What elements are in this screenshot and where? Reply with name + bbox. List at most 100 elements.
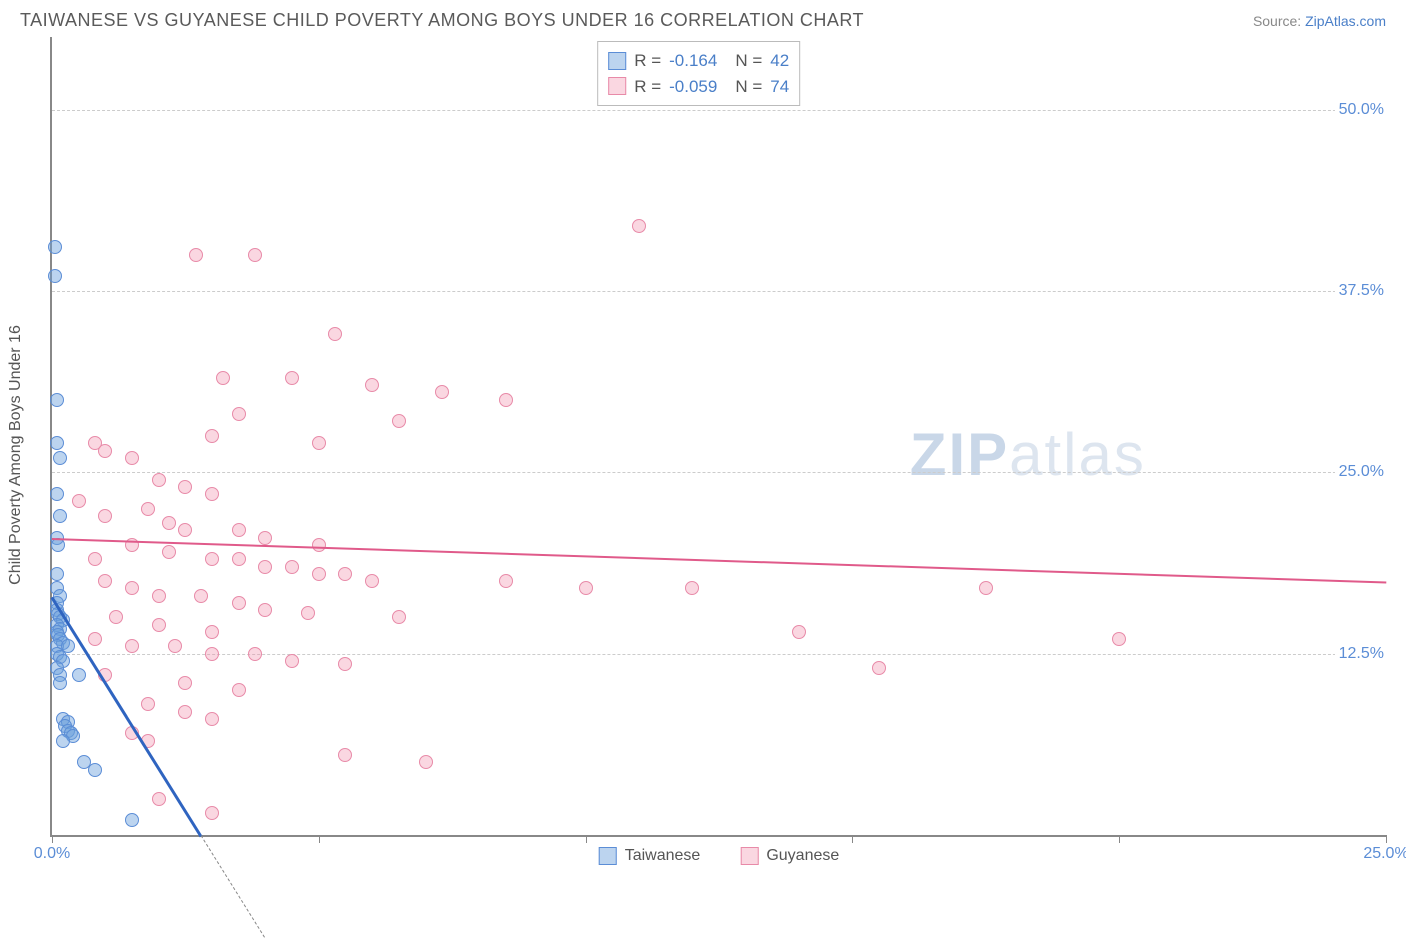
stat-n-label: N = bbox=[735, 74, 762, 100]
watermark: ZIPatlas bbox=[910, 420, 1146, 489]
data-point bbox=[162, 545, 176, 559]
data-point bbox=[365, 574, 379, 588]
data-point bbox=[98, 444, 112, 458]
data-point bbox=[392, 414, 406, 428]
gridline bbox=[52, 291, 1386, 292]
data-point bbox=[125, 451, 139, 465]
swatch-icon bbox=[740, 847, 758, 865]
trend-line-extension bbox=[201, 835, 265, 937]
xtick-label: 25.0% bbox=[1363, 845, 1406, 863]
data-point bbox=[141, 697, 155, 711]
chart-header: TAIWANESE VS GUYANESE CHILD POVERTY AMON… bbox=[0, 0, 1406, 37]
stats-legend: R = -0.164 N = 42 R = -0.059 N = 74 bbox=[597, 41, 800, 106]
data-point bbox=[232, 552, 246, 566]
data-point bbox=[72, 668, 86, 682]
data-point bbox=[258, 560, 272, 574]
data-point bbox=[312, 538, 326, 552]
data-point bbox=[232, 596, 246, 610]
data-point bbox=[141, 502, 155, 516]
xtick-label: 0.0% bbox=[34, 845, 70, 863]
data-point bbox=[48, 269, 62, 283]
data-point bbox=[50, 393, 64, 407]
stat-n-value: 74 bbox=[770, 74, 789, 100]
data-point bbox=[88, 552, 102, 566]
xtick bbox=[586, 835, 587, 843]
data-point bbox=[178, 705, 192, 719]
data-point bbox=[285, 371, 299, 385]
data-point bbox=[392, 610, 406, 624]
data-point bbox=[88, 763, 102, 777]
data-point bbox=[312, 436, 326, 450]
data-point bbox=[53, 676, 67, 690]
data-point bbox=[248, 647, 262, 661]
data-point bbox=[312, 567, 326, 581]
data-point bbox=[125, 813, 139, 827]
data-point bbox=[125, 639, 139, 653]
data-point bbox=[88, 632, 102, 646]
data-point bbox=[232, 523, 246, 537]
data-point bbox=[872, 661, 886, 675]
chart-title: TAIWANESE VS GUYANESE CHILD POVERTY AMON… bbox=[20, 10, 864, 31]
ytick-label: 37.5% bbox=[1335, 282, 1388, 300]
ytick-label: 25.0% bbox=[1335, 463, 1388, 481]
data-point bbox=[125, 581, 139, 595]
xtick bbox=[852, 835, 853, 843]
data-point bbox=[178, 480, 192, 494]
legend-label: Taiwanese bbox=[625, 847, 701, 865]
data-point bbox=[205, 625, 219, 639]
scatter-chart: ZIPatlas R = -0.164 N = 42 R = -0.059 N … bbox=[50, 37, 1386, 837]
series-legend: Taiwanese Guyanese bbox=[599, 847, 840, 865]
data-point bbox=[205, 647, 219, 661]
data-point bbox=[152, 792, 166, 806]
data-point bbox=[205, 429, 219, 443]
data-point bbox=[632, 219, 646, 233]
data-point bbox=[178, 676, 192, 690]
watermark-left: ZIP bbox=[910, 421, 1009, 488]
data-point bbox=[205, 712, 219, 726]
data-point bbox=[56, 734, 70, 748]
source-label: Source: bbox=[1253, 13, 1301, 29]
data-point bbox=[189, 248, 203, 262]
data-point bbox=[338, 748, 352, 762]
data-point bbox=[338, 657, 352, 671]
data-point bbox=[232, 683, 246, 697]
data-point bbox=[162, 516, 176, 530]
data-point bbox=[72, 494, 86, 508]
data-point bbox=[419, 755, 433, 769]
data-point bbox=[499, 574, 513, 588]
data-point bbox=[258, 603, 272, 617]
data-point bbox=[152, 618, 166, 632]
data-point bbox=[1112, 632, 1126, 646]
swatch-icon bbox=[608, 77, 626, 95]
swatch-icon bbox=[599, 847, 617, 865]
data-point bbox=[328, 327, 342, 341]
swatch-icon bbox=[608, 52, 626, 70]
ytick-label: 50.0% bbox=[1335, 101, 1388, 119]
data-point bbox=[53, 451, 67, 465]
data-point bbox=[50, 487, 64, 501]
stats-row: R = -0.059 N = 74 bbox=[608, 74, 789, 100]
data-point bbox=[98, 574, 112, 588]
data-point bbox=[301, 606, 315, 620]
data-point bbox=[435, 385, 449, 399]
xtick bbox=[1386, 835, 1387, 843]
data-point bbox=[109, 610, 123, 624]
data-point bbox=[216, 371, 230, 385]
data-point bbox=[178, 523, 192, 537]
stats-row: R = -0.164 N = 42 bbox=[608, 48, 789, 74]
data-point bbox=[50, 567, 64, 581]
ytick-label: 12.5% bbox=[1335, 645, 1388, 663]
data-point bbox=[152, 589, 166, 603]
stat-r-label: R = bbox=[634, 74, 661, 100]
source-link[interactable]: ZipAtlas.com bbox=[1305, 13, 1386, 29]
legend-item: Taiwanese bbox=[599, 847, 701, 865]
watermark-right: atlas bbox=[1009, 421, 1146, 488]
data-point bbox=[205, 487, 219, 501]
legend-label: Guyanese bbox=[766, 847, 839, 865]
data-point bbox=[285, 560, 299, 574]
data-point bbox=[579, 581, 593, 595]
data-point bbox=[152, 473, 166, 487]
xtick bbox=[319, 835, 320, 843]
gridline bbox=[52, 472, 1386, 473]
data-point bbox=[194, 589, 208, 603]
